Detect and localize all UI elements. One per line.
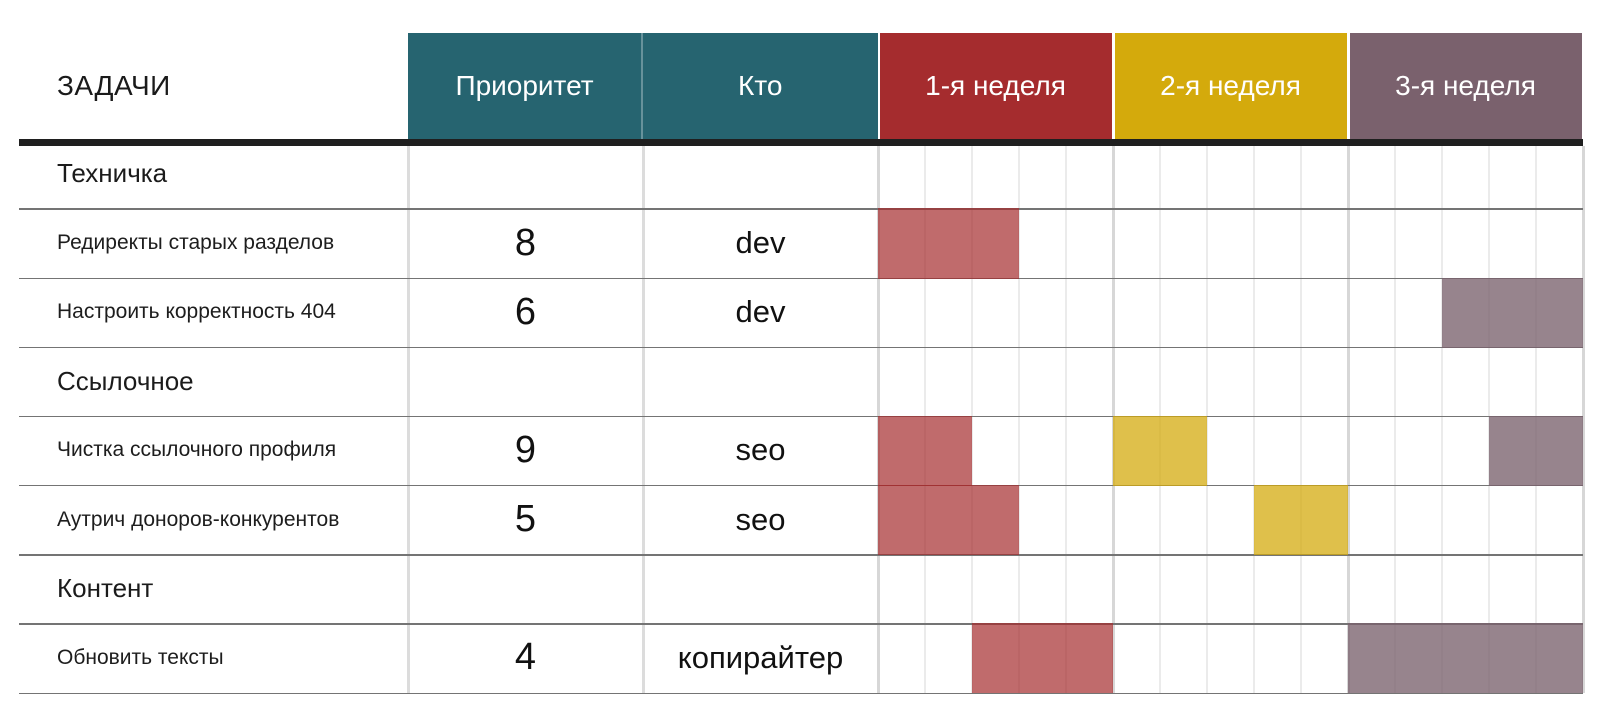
row-divider-line	[19, 277, 1583, 279]
priority-value: 6	[514, 290, 537, 333]
row-divider-line	[19, 623, 1583, 625]
row-divider-line	[19, 346, 1583, 349]
gantt-bar	[878, 485, 1019, 556]
priority-value: 5	[514, 498, 537, 541]
who-value: dev	[735, 294, 786, 330]
gantt-bar	[1254, 485, 1348, 556]
task-row-label: Аутрич доноров-конкурентов	[57, 507, 340, 531]
priority-header-cell: Приоритет	[455, 70, 594, 101]
task-row-label: Чистка ссылочного профиля	[57, 438, 337, 462]
week-header-1: 1-я неделя	[879, 33, 1112, 139]
task-row-label: Редиректы старых разделов	[57, 231, 335, 254]
chart-title: ЗАДАЧИ	[57, 70, 171, 101]
task-row-label: Обновить тексты	[57, 645, 224, 669]
column-divider-line	[642, 145, 645, 693]
row-divider-line	[19, 415, 1583, 418]
week-header-3: 3-я неделя	[1349, 33, 1582, 139]
section-row-label: Техничка	[57, 158, 168, 189]
gantt-bar	[1442, 277, 1583, 348]
section-row-label: Контент	[57, 573, 154, 604]
gantt-bar	[1113, 415, 1207, 487]
who-value: seo	[735, 501, 786, 537]
who-value: копирайтер	[677, 639, 844, 675]
who-value: seo	[735, 432, 786, 468]
task-row-label: Настроить корректность 404	[57, 300, 336, 324]
column-divider-line	[407, 145, 410, 693]
gantt-bar	[878, 415, 972, 487]
priority-value: 9	[514, 428, 537, 471]
row-divider-line	[19, 692, 1583, 694]
grid-day-line	[1206, 145, 1208, 693]
grid-day-line	[1394, 145, 1396, 693]
week-header-2: 2-я неделя	[1114, 33, 1347, 139]
grid-day-line	[1065, 145, 1067, 693]
gantt-bar	[972, 623, 1113, 694]
gantt-bar	[1489, 415, 1583, 487]
grid-week-line	[1582, 145, 1585, 693]
row-divider-line	[19, 485, 1583, 487]
header-underline	[19, 139, 1583, 146]
gantt-bar	[1348, 623, 1583, 694]
header-divider	[641, 33, 643, 139]
priority-value: 4	[514, 636, 537, 679]
grid-day-line	[1253, 145, 1255, 693]
priority-value: 8	[514, 221, 537, 264]
grid-day-line	[1441, 145, 1443, 693]
grid-day-line	[1300, 145, 1302, 693]
section-row-label: Ссылочное	[57, 365, 194, 396]
grid-week-line	[1347, 145, 1350, 693]
row-divider-line	[19, 208, 1583, 210]
row-divider-line	[19, 554, 1583, 556]
who-value: dev	[735, 225, 786, 260]
meta-header-group: Приоритет Кто	[408, 33, 878, 139]
gantt-bar	[878, 208, 1019, 279]
who-header-cell: Кто	[738, 70, 783, 101]
grid-day-line	[1018, 145, 1020, 693]
grid-day-line	[971, 145, 973, 693]
